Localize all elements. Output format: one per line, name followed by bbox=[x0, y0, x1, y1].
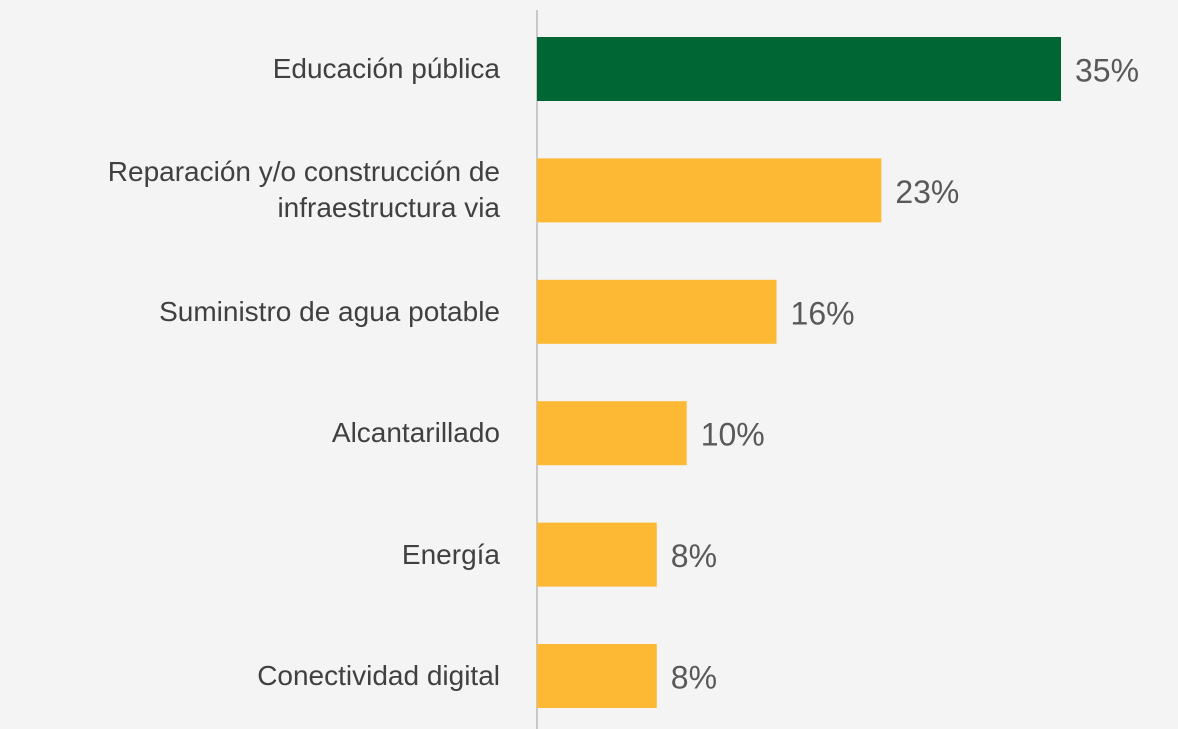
category-label: Conectividad digital bbox=[257, 660, 500, 691]
category-label: Alcantarillado bbox=[331, 417, 500, 449]
category-label: Suministro de agua potable bbox=[159, 295, 500, 327]
bar bbox=[537, 401, 687, 466]
value-label: 8% bbox=[671, 659, 717, 695]
value-label: 8% bbox=[671, 538, 717, 574]
category-label: Educación pública bbox=[272, 53, 500, 84]
bar bbox=[537, 522, 657, 587]
value-label: 23% bbox=[895, 174, 959, 210]
bar bbox=[537, 158, 882, 223]
category-label: Energía bbox=[401, 538, 500, 570]
bar bbox=[537, 644, 657, 708]
value-label: 35% bbox=[1075, 52, 1139, 88]
value-label: 10% bbox=[701, 417, 765, 453]
category-label: Reparación y/o construcción de infraestr… bbox=[107, 156, 500, 224]
bar bbox=[537, 279, 777, 344]
value-label: 16% bbox=[791, 295, 855, 331]
bar bbox=[537, 37, 1061, 101]
